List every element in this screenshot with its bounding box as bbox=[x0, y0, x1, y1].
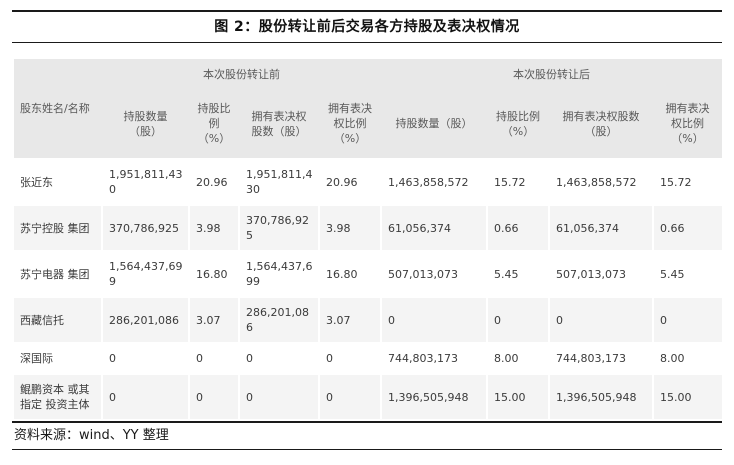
voting-ratio-after-cell: 15.00 bbox=[652, 373, 722, 419]
col-header-shareholder-name: 股东姓名/名称 bbox=[14, 59, 102, 159]
ratio-before-cell: 3.98 bbox=[188, 204, 239, 251]
title-underline-rule bbox=[12, 42, 722, 43]
table-row: 张近东 1,951,811,430 20.96 1,951,811,430 20… bbox=[14, 158, 722, 205]
table-header: 股东姓名/名称 本次股份转让前 本次股份转让后 持股数量 （股） 持股比 例 （… bbox=[14, 59, 722, 159]
shares-after-cell: 0 bbox=[380, 296, 487, 343]
voting-ratio-before-cell: 20.96 bbox=[318, 158, 381, 205]
source-text: 资料来源：wind、YY 整理 bbox=[14, 428, 169, 443]
shares-after-cell: 744,803,173 bbox=[380, 342, 487, 374]
table-row: 苏宁控股 集团 370,786,925 3.98 370,786,925 3.9… bbox=[14, 204, 722, 251]
shareholder-name-cell: 西藏信托 bbox=[14, 296, 102, 343]
voting-shares-before-cell: 0 bbox=[238, 342, 319, 374]
group-header-before-transfer: 本次股份转让前 bbox=[102, 59, 381, 89]
shareholder-name-cell: 张近东 bbox=[14, 158, 102, 205]
voting-shares-before-cell: 1,564,437,699 bbox=[238, 250, 319, 297]
ratio-before-cell: 3.07 bbox=[188, 296, 239, 343]
voting-ratio-before-cell: 3.07 bbox=[318, 296, 381, 343]
voting-ratio-after-cell: 5.45 bbox=[652, 250, 722, 297]
shares-before-cell: 1,951,811,430 bbox=[101, 158, 189, 205]
ratio-after-cell: 15.72 bbox=[486, 158, 549, 205]
bottom-rule bbox=[12, 449, 722, 450]
group-header-after-transfer: 本次股份转让后 bbox=[381, 59, 722, 89]
voting-ratio-before-cell: 16.80 bbox=[318, 250, 381, 297]
shares-after-cell: 1,396,505,948 bbox=[380, 373, 487, 419]
col-header-ratio-before: 持股比 例 （%） bbox=[189, 89, 239, 159]
table-row: 苏宁电器 集团 1,564,437,699 16.80 1,564,437,69… bbox=[14, 250, 722, 297]
table-row: 深国际 0 0 0 0 744,803,173 8.00 744,803,173… bbox=[14, 342, 722, 374]
col-header-voting-ratio-after: 拥有表决 权比例 （%） bbox=[653, 89, 722, 159]
ratio-before-cell: 0 bbox=[188, 342, 239, 374]
shares-after-cell: 61,056,374 bbox=[380, 204, 487, 251]
shareholding-table: 股东姓名/名称 本次股份转让前 本次股份转让后 持股数量 （股） 持股比 例 （… bbox=[14, 59, 722, 419]
ratio-before-cell: 0 bbox=[188, 373, 239, 419]
ratio-before-cell: 16.80 bbox=[188, 250, 239, 297]
col-header-shares-before: 持股数量 （股） bbox=[102, 89, 189, 159]
voting-shares-after-cell: 1,463,858,572 bbox=[548, 158, 653, 205]
shares-before-cell: 0 bbox=[101, 342, 189, 374]
shares-before-cell: 1,564,437,699 bbox=[101, 250, 189, 297]
shareholder-name-cell: 苏宁电器 集团 bbox=[14, 250, 102, 297]
shares-after-cell: 1,463,858,572 bbox=[380, 158, 487, 205]
source-top-rule bbox=[12, 421, 722, 423]
figure-title: 图 2：股份转让前后交易各方持股及表决权情况 bbox=[214, 19, 520, 35]
ratio-after-cell: 15.00 bbox=[486, 373, 549, 419]
table-row: 西藏信托 286,201,086 3.07 286,201,086 3.07 0… bbox=[14, 296, 722, 343]
table-body: 张近东 1,951,811,430 20.96 1,951,811,430 20… bbox=[14, 158, 722, 419]
voting-shares-before-cell: 370,786,925 bbox=[238, 204, 319, 251]
ratio-after-cell: 5.45 bbox=[486, 250, 549, 297]
col-header-voting-shares-before: 拥有表决权 股数（股） bbox=[239, 89, 319, 159]
shares-before-cell: 0 bbox=[101, 373, 189, 419]
shares-before-cell: 370,786,925 bbox=[101, 204, 189, 251]
voting-shares-after-cell: 507,013,073 bbox=[548, 250, 653, 297]
voting-ratio-after-cell: 0 bbox=[652, 296, 722, 343]
source-block: 资料来源：wind、YY 整理 bbox=[0, 421, 734, 450]
col-header-shares-after: 持股数量（股） bbox=[381, 89, 487, 159]
voting-ratio-before-cell: 0 bbox=[318, 373, 381, 419]
shareholder-name-cell: 深国际 bbox=[14, 342, 102, 374]
voting-ratio-before-cell: 3.98 bbox=[318, 204, 381, 251]
shares-after-cell: 507,013,073 bbox=[380, 250, 487, 297]
ratio-before-cell: 20.96 bbox=[188, 158, 239, 205]
col-header-voting-shares-after: 拥有表决权股数 （股） bbox=[549, 89, 653, 159]
ratio-after-cell: 0.66 bbox=[486, 204, 549, 251]
voting-shares-after-cell: 1,396,505,948 bbox=[548, 373, 653, 419]
voting-ratio-after-cell: 15.72 bbox=[652, 158, 722, 205]
ratio-after-cell: 8.00 bbox=[486, 342, 549, 374]
shareholder-name-cell: 鲲鹏资本 或其指定 投资主体 bbox=[14, 373, 102, 419]
col-header-voting-ratio-before: 拥有表决 权比例 （%） bbox=[319, 89, 381, 159]
shares-before-cell: 286,201,086 bbox=[101, 296, 189, 343]
table-row: 鲲鹏资本 或其指定 投资主体 0 0 0 0 1,396,505,948 15.… bbox=[14, 373, 722, 419]
voting-shares-before-cell: 286,201,086 bbox=[238, 296, 319, 343]
shareholder-name-cell: 苏宁控股 集团 bbox=[14, 204, 102, 251]
col-header-ratio-after: 持股比例 （%） bbox=[487, 89, 549, 159]
top-rule bbox=[12, 10, 722, 12]
voting-ratio-before-cell: 0 bbox=[318, 342, 381, 374]
voting-ratio-after-cell: 0.66 bbox=[652, 204, 722, 251]
voting-shares-after-cell: 744,803,173 bbox=[548, 342, 653, 374]
voting-shares-before-cell: 1,951,811,430 bbox=[238, 158, 319, 205]
figure-page: 图 2：股份转让前后交易各方持股及表决权情况 股东姓名/名称 本次股份转让前 本… bbox=[0, 10, 734, 465]
voting-shares-after-cell: 0 bbox=[548, 296, 653, 343]
voting-shares-after-cell: 61,056,374 bbox=[548, 204, 653, 251]
ratio-after-cell: 0 bbox=[486, 296, 549, 343]
voting-ratio-after-cell: 8.00 bbox=[652, 342, 722, 374]
voting-shares-before-cell: 0 bbox=[238, 373, 319, 419]
